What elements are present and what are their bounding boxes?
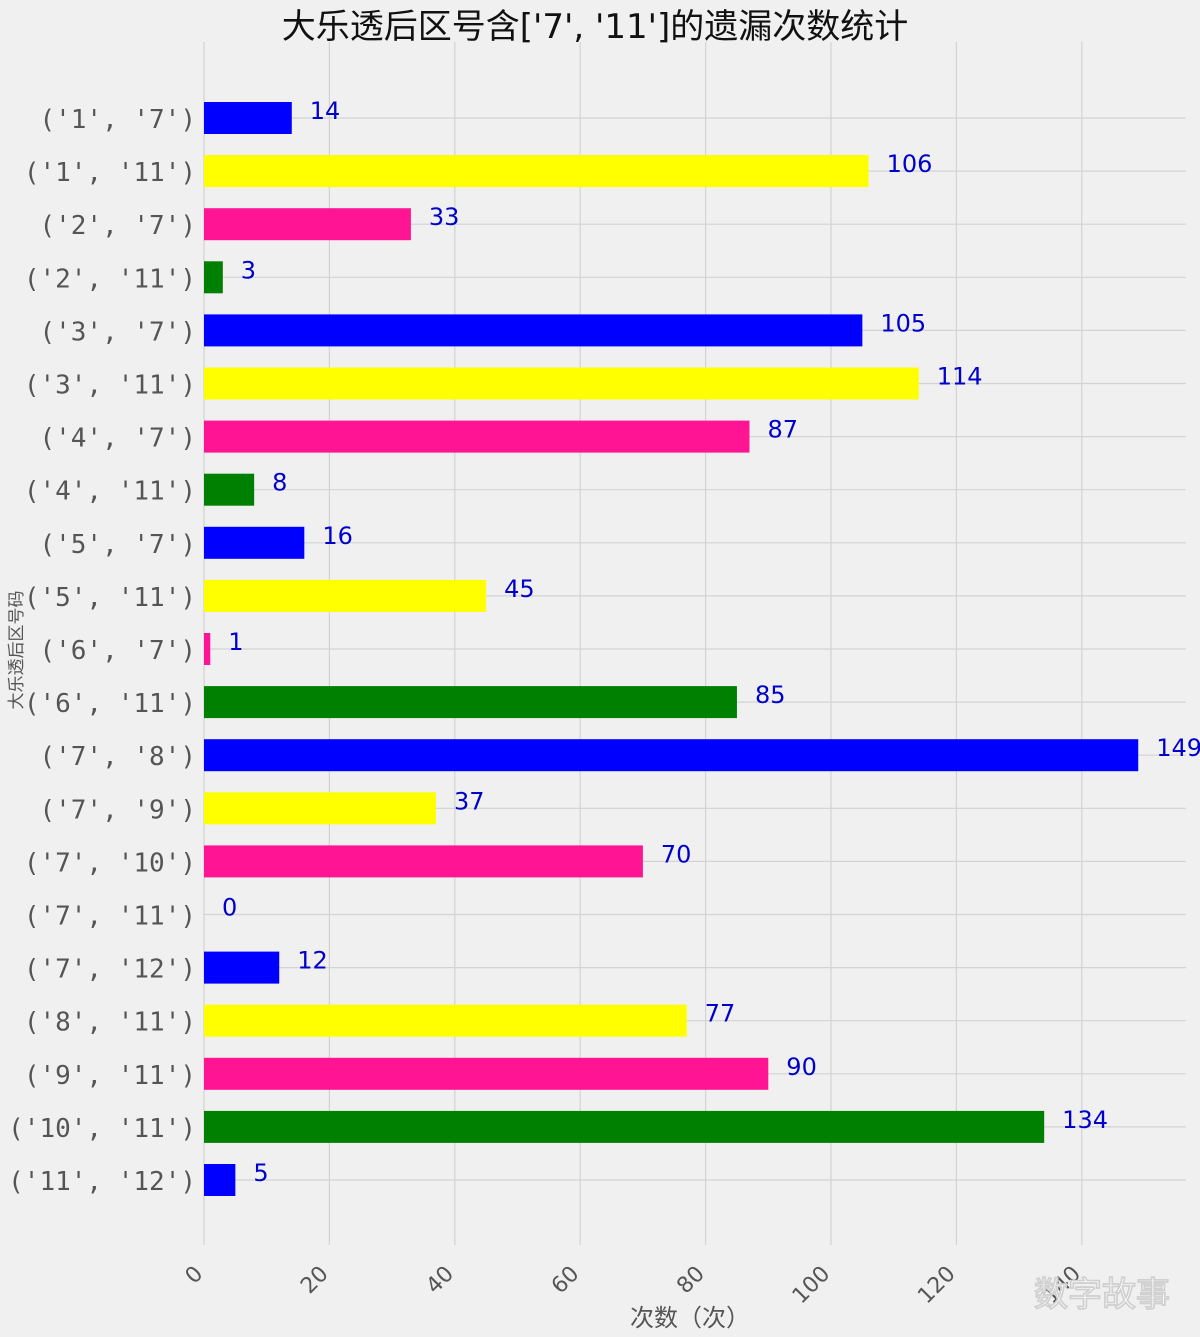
y-tick-label: ('4', '7')	[39, 424, 196, 454]
data-label: 3	[241, 256, 256, 284]
data-label: 0	[222, 894, 237, 922]
bar	[204, 1004, 687, 1037]
y-tick-label: ('6', '7')	[39, 636, 196, 666]
data-label: 87	[767, 416, 798, 444]
bar	[204, 686, 737, 719]
data-label: 90	[786, 1053, 817, 1081]
y-tick-label: ('11', '12')	[8, 1167, 196, 1197]
bar	[204, 1057, 769, 1090]
data-label: 1	[228, 628, 243, 656]
data-label: 33	[429, 203, 460, 231]
bar	[204, 102, 292, 134]
bar	[204, 314, 863, 347]
data-label: 8	[272, 469, 287, 497]
bar	[204, 367, 919, 400]
x-tick-label: 0	[181, 1262, 209, 1290]
y-tick-label: ('1', '11')	[24, 158, 196, 188]
y-tick-labels: ('1', '7') ('1', '11') ('2', '7') ('2', '11…	[8, 105, 196, 1197]
y-tick-label: ('9', '11')	[24, 1061, 196, 1091]
data-label: 77	[705, 1000, 736, 1028]
data-label: 16	[322, 522, 353, 550]
y-tick-label: ('2', '11')	[24, 264, 196, 294]
data-label: 106	[887, 150, 933, 178]
bar	[204, 420, 750, 453]
bar	[204, 845, 643, 878]
bar	[204, 1164, 236, 1196]
x-tick-labels: 0 20 40 60 80 100 120 140	[181, 1262, 1086, 1309]
y-tick-label: ('5', '7')	[39, 530, 196, 560]
bar	[204, 633, 211, 665]
y-tick-label: ('7', '9')	[39, 795, 196, 825]
data-label: 134	[1062, 1106, 1108, 1134]
bar	[204, 473, 255, 506]
x-tick-label: 60	[547, 1262, 584, 1299]
y-tick-label: ('7', '10')	[24, 848, 196, 878]
x-axis-label: 次数（次）	[630, 1304, 750, 1332]
y-tick-label: ('5', '11')	[24, 583, 196, 613]
bar	[204, 951, 280, 984]
data-label: 12	[297, 947, 328, 975]
chart-title: 大乐透后区号含['7', '11']的遗漏次数统计	[282, 7, 908, 47]
data-label: 70	[661, 840, 692, 868]
bar	[204, 739, 1139, 772]
y-tick-label: ('7', '8')	[39, 742, 196, 772]
y-tick-label: ('3', '7')	[39, 317, 196, 347]
y-tick-label: ('4', '11')	[24, 477, 196, 507]
y-tick-label: ('7', '12')	[24, 955, 196, 985]
bar	[204, 208, 411, 241]
bar	[204, 579, 487, 612]
x-tick-label: 80	[672, 1262, 709, 1299]
bar	[204, 1110, 1045, 1143]
y-tick-label: ('10', '11')	[8, 1114, 196, 1144]
y-tick-label: ('8', '11')	[24, 1008, 196, 1038]
data-label: 114	[937, 363, 983, 391]
bar	[204, 792, 436, 825]
value-labels-group: 1410633310511487816451851493770012779013…	[222, 97, 1200, 1187]
bar	[204, 261, 223, 294]
y-tick-label: ('1', '7')	[39, 105, 196, 135]
data-label: 37	[454, 787, 485, 815]
bar	[204, 155, 869, 188]
data-label: 149	[1156, 734, 1200, 762]
bar	[204, 526, 305, 559]
data-label: 105	[880, 309, 926, 337]
y-tick-label: ('2', '7')	[39, 211, 196, 241]
data-label: 5	[253, 1159, 268, 1187]
x-tick-label: 100	[788, 1262, 835, 1309]
data-label: 45	[504, 575, 535, 603]
x-tick-label: 20	[296, 1262, 333, 1299]
data-label: 85	[755, 681, 786, 709]
y-tick-label: ('7', '11')	[24, 902, 196, 932]
y-tick-label: ('3', '11')	[24, 371, 196, 401]
x-tick-label: 120	[913, 1262, 960, 1309]
watermark-logo: 数字故事	[1034, 1275, 1170, 1315]
y-tick-label: ('6', '11')	[24, 689, 196, 719]
y-axis-label: 大乐透后区号码	[7, 591, 27, 710]
x-tick-label: 40	[422, 1262, 459, 1299]
bars-group	[204, 102, 1139, 1196]
data-label: 14	[310, 97, 341, 125]
